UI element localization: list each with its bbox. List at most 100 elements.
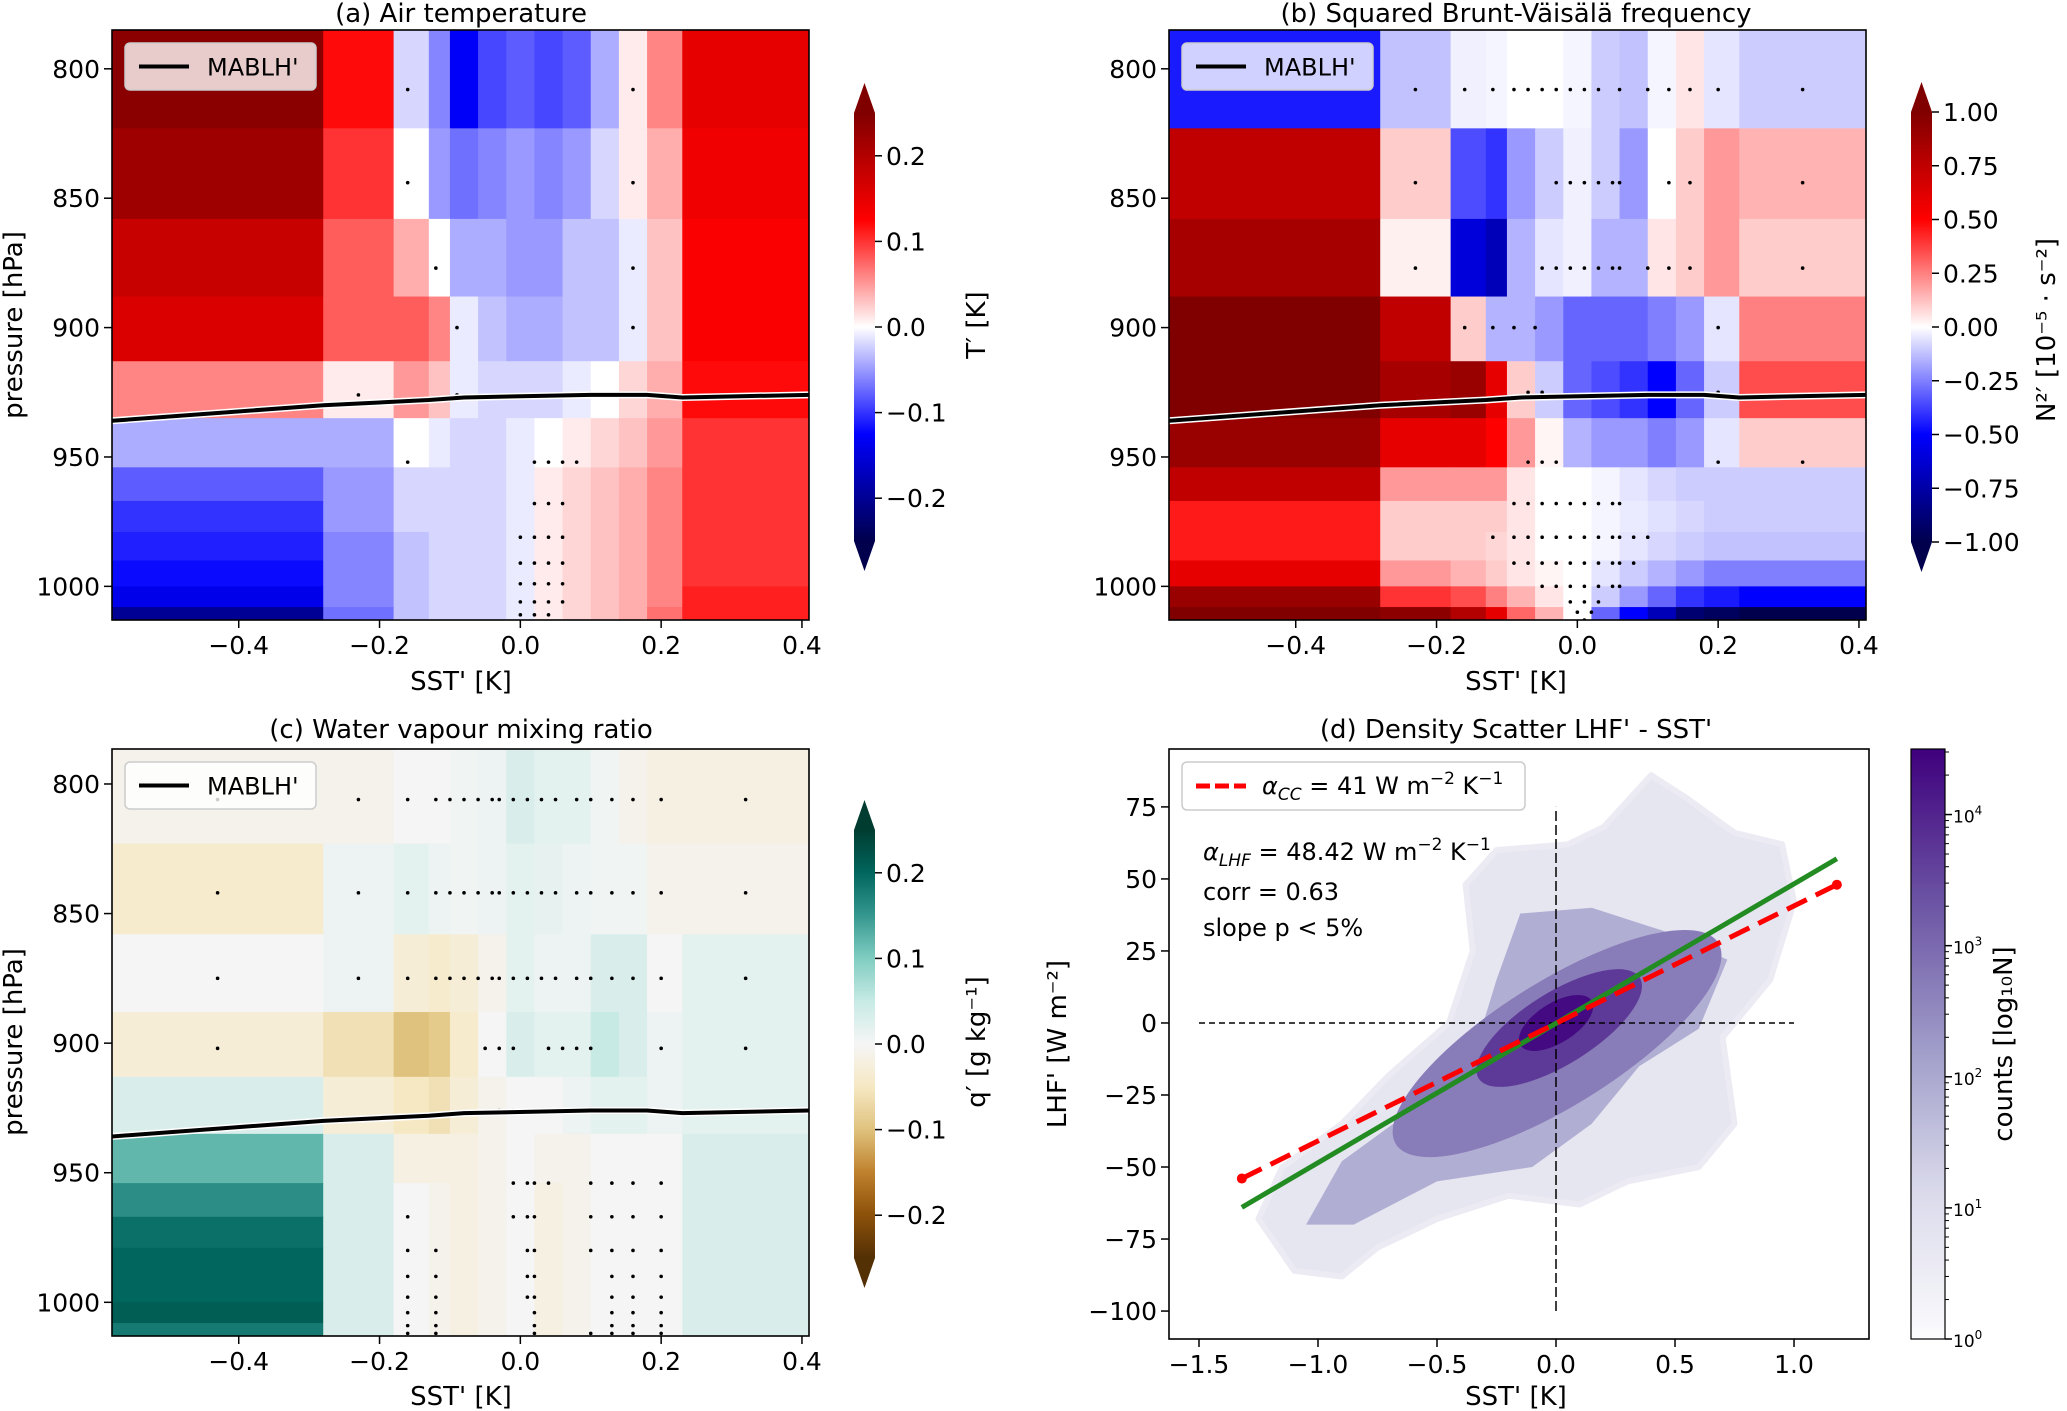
panel-b-ytick-label: 850	[1109, 184, 1157, 213]
heatmap-cell	[1450, 607, 1487, 620]
significance-dot	[532, 561, 537, 565]
significance-dot	[1540, 266, 1544, 270]
math-text-part: −2	[1430, 769, 1455, 789]
heatmap-cell	[506, 296, 536, 362]
heatmap-cell	[393, 607, 430, 620]
significance-dot	[539, 891, 544, 895]
significance-dot	[1540, 584, 1544, 589]
heatmap-cell	[590, 418, 620, 468]
heatmap-cell	[590, 1076, 620, 1135]
significance-dot	[1645, 87, 1650, 92]
significance-dot	[574, 891, 579, 895]
heatmap-cell	[618, 586, 648, 608]
heatmap-cell	[393, 1247, 430, 1277]
heatmap-cell	[428, 30, 451, 129]
significance-dot	[610, 976, 614, 981]
heatmap-cell	[449, 1133, 479, 1184]
significance-dot	[659, 976, 663, 981]
heatmap-cell	[1506, 361, 1536, 419]
tick-exponent: 0	[1975, 1328, 1983, 1342]
significance-dot	[483, 1046, 487, 1051]
significance-dot	[356, 393, 361, 397]
panel-b-legend-box	[1181, 42, 1374, 91]
significance-dot	[1716, 87, 1720, 92]
heatmap-cell	[590, 1216, 620, 1249]
tick-base: 10	[1953, 939, 1975, 959]
heatmap-cell	[590, 843, 620, 935]
heatmap-cell	[534, 30, 564, 129]
heatmap-cell	[1535, 30, 1564, 129]
heatmap-cell	[1591, 500, 1621, 533]
panel-a-colorbar-tick-label: 0.1	[886, 227, 926, 256]
panel-b-colorbar-tick-label: −0.50	[1943, 421, 2020, 450]
heatmap-cell	[393, 500, 430, 533]
panel-b-mablh-line	[1169, 392, 1866, 423]
significance-dot	[546, 600, 551, 604]
heatmap-cell	[428, 128, 451, 220]
heatmap-cell	[1619, 218, 1649, 298]
panel-d-ytick-label: −100	[1088, 1297, 1157, 1326]
heatmap-cell	[1380, 128, 1452, 220]
heatmap-cell	[618, 1276, 648, 1303]
significance-dot	[518, 535, 523, 539]
heatmap-cell	[1619, 467, 1649, 502]
heatmap-cell	[478, 296, 507, 362]
heatmap-cell	[534, 418, 564, 468]
heatmap-cell	[1169, 586, 1381, 608]
heatmap-cell	[393, 1323, 430, 1336]
significance-dot	[574, 976, 579, 981]
heatmap-cell	[428, 500, 451, 533]
panel-b-xtick-label: 0.2	[1698, 631, 1738, 660]
heatmap-cell	[449, 1012, 479, 1078]
heatmap-cell	[478, 1323, 507, 1336]
heatmap-cell	[1704, 607, 1740, 620]
heatmap-cell	[682, 500, 809, 533]
significance-dot	[588, 1214, 593, 1219]
heatmap-cell	[562, 467, 592, 502]
significance-dot	[532, 1248, 537, 1253]
heatmap-cell	[562, 532, 592, 562]
heatmap-cell	[1704, 467, 1740, 502]
heatmap-cell	[1647, 500, 1677, 533]
significance-dot	[659, 1248, 663, 1253]
significance-dot	[1610, 266, 1615, 270]
panel-b-xtick-label: 0.0	[1557, 631, 1597, 660]
heatmap-cell	[562, 586, 592, 608]
panel-b-colorbar-tick-label: −0.25	[1943, 367, 2020, 396]
heatmap-cell	[1739, 361, 1866, 419]
heatmap-cell	[562, 1276, 592, 1303]
heatmap-cell	[323, 500, 395, 533]
significance-dot	[532, 460, 537, 464]
significance-dot	[631, 1274, 635, 1279]
heatmap-cell	[449, 30, 479, 129]
panel-c-ytick-label: 900	[52, 1029, 100, 1058]
heatmap-cell	[1675, 560, 1705, 587]
significance-dot	[1413, 87, 1418, 92]
heatmap-cell	[562, 843, 592, 935]
heatmap-cell	[590, 1276, 620, 1303]
significance-dot	[1512, 535, 1516, 539]
tick-exponent: 3	[1975, 935, 1983, 949]
significance-dot	[434, 1310, 438, 1315]
heatmap-cell	[323, 1247, 395, 1277]
heatmap-cell	[506, 361, 536, 419]
heatmap-cell	[534, 1323, 564, 1336]
heatmap-cell	[1535, 467, 1564, 502]
heatmap-cell	[1450, 418, 1487, 468]
heatmap-cell	[1380, 467, 1452, 502]
tick-base: 10	[1953, 1332, 1975, 1352]
significance-dot	[215, 976, 220, 981]
panel-a-title: (a) Air temperature	[335, 0, 587, 29]
significance-dot	[610, 1214, 614, 1219]
heatmap-cell	[534, 296, 564, 362]
heatmap-cell	[647, 418, 683, 468]
panel-a-xtick-label: 0.0	[500, 631, 540, 660]
panel-c-ytick-label: 800	[52, 770, 100, 799]
heatmap-cell	[393, 1216, 430, 1249]
heatmap-cell	[1647, 418, 1677, 468]
significance-dot	[1667, 180, 1671, 185]
heatmap-cell	[1485, 586, 1508, 608]
panel-b-colorbar-extend-max	[1911, 82, 1932, 112]
heatmap-cell	[478, 934, 507, 1013]
